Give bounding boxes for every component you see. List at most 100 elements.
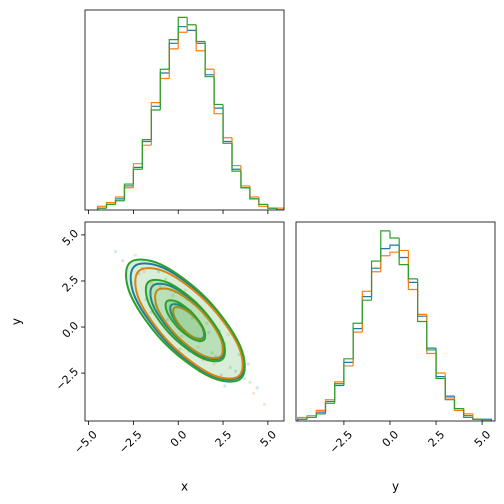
histogram-step: [453, 396, 464, 410]
histogram-step: [231, 143, 241, 172]
histogram-step: [417, 282, 427, 317]
histogram-step: [195, 24, 206, 52]
histogram-step: [231, 137, 241, 167]
histogram-step: [213, 76, 224, 106]
histogram-step: [297, 418, 308, 421]
histogram-step: [105, 203, 116, 209]
histogram-step: [482, 418, 492, 421]
histogram-step: [276, 208, 284, 210]
plot-area: [297, 230, 492, 421]
histogram-step: [380, 230, 390, 262]
histogram-step: [334, 384, 344, 402]
y-tick-label: 0.0: [60, 319, 82, 341]
scatter-point: [219, 373, 223, 377]
plot-area: [96, 16, 284, 210]
histogram-step: [222, 113, 233, 139]
histogram-step: [389, 244, 400, 249]
x-tick-label: −5.0: [72, 428, 100, 456]
axes-frame: [84, 221, 285, 422]
histogram-step: [177, 16, 188, 40]
histogram-step: [114, 198, 125, 205]
histogram-step: [417, 289, 427, 315]
histogram-step: [240, 171, 250, 189]
x-axis-label: y: [392, 480, 399, 494]
scatter-point: [164, 277, 168, 281]
histogram-step: [315, 411, 326, 418]
scatter-point: [171, 294, 175, 298]
histogram-step: [168, 42, 179, 73]
histogram-step: [141, 139, 152, 170]
histogram-step: [204, 41, 215, 78]
histogram-step: [150, 105, 161, 142]
histogram-step: [258, 198, 268, 206]
scatter-point: [133, 253, 137, 257]
histogram-step: [444, 378, 455, 401]
histogram-step: [343, 358, 354, 384]
scatter-point: [205, 321, 209, 325]
histogram-step: [361, 299, 372, 324]
x-tick-label: 5.0: [472, 428, 494, 450]
scatter-point: [196, 345, 200, 349]
histogram-step: [334, 381, 344, 400]
histogram-step: [417, 278, 427, 323]
contour: [144, 278, 226, 363]
histogram-step: [186, 24, 197, 33]
histogram-step: [472, 417, 483, 420]
histogram-step: [463, 408, 473, 419]
histogram-step: [324, 402, 335, 414]
histogram-step: [435, 353, 446, 374]
x-axis-label: x: [181, 480, 188, 494]
histogram-step: [315, 409, 326, 416]
plot-area: [113, 249, 266, 407]
scatter-point: [121, 259, 125, 263]
histogram-step: [177, 26, 188, 44]
histogram-step: [306, 416, 317, 420]
contour: [134, 267, 244, 380]
scatter-point: [142, 270, 146, 274]
histogram-step: [114, 196, 125, 203]
contour: [125, 258, 246, 383]
histogram-step: [177, 31, 188, 49]
histogram-step: [150, 101, 161, 146]
histogram-step: [267, 204, 277, 209]
scatter-point: [113, 249, 118, 254]
histogram-step: [168, 39, 179, 70]
x-tick-label: 2.5: [426, 428, 448, 450]
histogram-step: [444, 376, 455, 397]
histogram-step: [186, 26, 197, 31]
histogram-step: [222, 108, 233, 143]
histogram-step: [435, 348, 446, 378]
histogram-step: [159, 77, 170, 103]
histogram-step: [141, 144, 152, 164]
histogram-step: [249, 187, 259, 200]
histogram-step: [361, 296, 372, 329]
scatter-point: [180, 334, 184, 338]
histogram-step: [481, 419, 492, 421]
scatter-point: [183, 288, 187, 292]
scatter-point: [156, 270, 161, 274]
histogram-step: [186, 17, 197, 26]
scatter-point: [255, 386, 259, 390]
histogram-step: [370, 260, 381, 301]
scatter-point: [149, 281, 153, 285]
histogram-step: [463, 410, 473, 415]
scatter-point: [165, 318, 170, 322]
scatter-point: [210, 351, 214, 355]
panel: −5.0 −2.5 0.0 2.5 5.0 −2.5 0.0 2.5 5.0 x y: [10, 221, 285, 494]
histogram-step: [380, 248, 390, 269]
x-tick-label: −2.5: [327, 428, 355, 456]
histogram-step: [370, 267, 381, 297]
histogram-step: [276, 207, 284, 209]
scatter-point: [158, 284, 162, 289]
scatter-point: [212, 362, 216, 366]
contour: [154, 287, 224, 360]
histogram-step: [213, 69, 224, 115]
histogram-step: [444, 373, 455, 399]
histogram-step: [407, 250, 418, 291]
histogram-step: [472, 413, 483, 420]
scatter-point: [248, 380, 252, 384]
scatter-point: [262, 402, 266, 407]
scatter-point: [178, 347, 182, 351]
scatter-point: [233, 369, 238, 373]
